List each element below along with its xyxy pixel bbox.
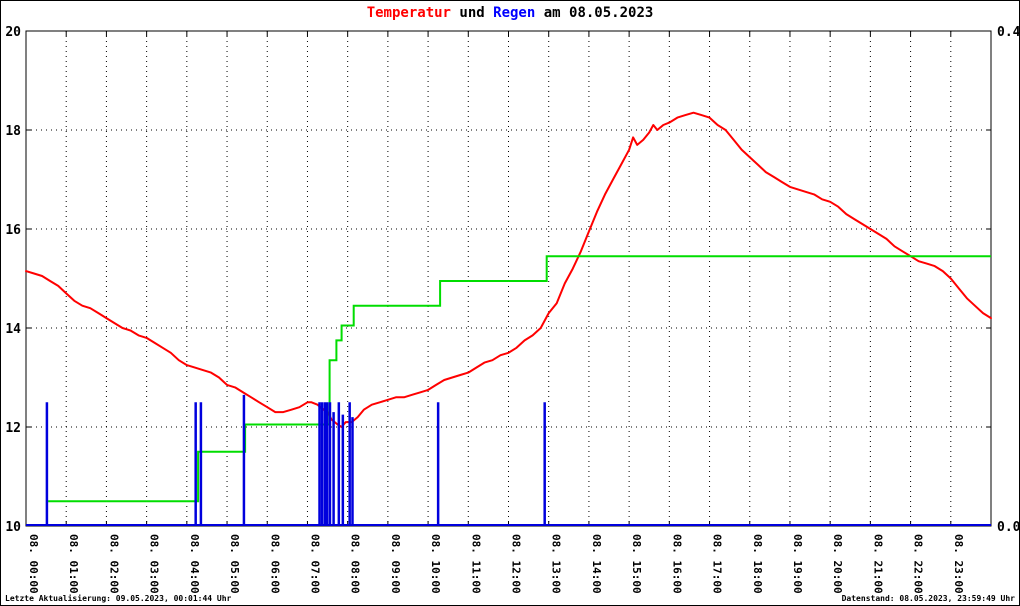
- chart-title-temperature: Temperatur: [366, 5, 451, 21]
- x-axis-label: 08. 10:00: [429, 534, 442, 594]
- x-axis-label: 08. 21:00: [871, 534, 884, 594]
- y-axis-label-left: 16: [5, 223, 21, 238]
- y-axis-label-left: 20: [5, 25, 21, 40]
- chart-title-connector: und: [450, 5, 494, 21]
- x-axis-label: 08. 23:00: [952, 534, 965, 594]
- footer-last-update: Letzte Aktualisierung: 09.05.2023, 00:01…: [5, 594, 232, 603]
- x-axis-label: 08. 12:00: [510, 534, 523, 594]
- x-axis-label: 08. 19:00: [791, 534, 804, 594]
- x-axis-label: 08. 03:00: [148, 534, 161, 594]
- y-axis-label-right: 0.4: [997, 25, 1020, 40]
- x-axis-label: 08. 07:00: [308, 534, 321, 594]
- x-axis-label: 08. 01:00: [67, 534, 80, 594]
- chart-title-date: am 08.05.2023: [535, 5, 654, 21]
- y-axis-label-left: 10: [5, 520, 21, 535]
- x-axis-label: 08. 04:00: [188, 534, 201, 594]
- temperature-line: [25, 111, 992, 428]
- y-axis-label-right: 0.0: [997, 520, 1020, 535]
- chart-title: Temperatur und Regen am 08.05.2023: [1, 5, 1019, 21]
- x-axis-label: 08. 09:00: [389, 534, 402, 594]
- x-axis-label: 08. 02:00: [107, 534, 120, 594]
- chart-title-rain: Regen: [493, 5, 536, 21]
- x-axis-label: 08. 16:00: [670, 534, 683, 594]
- x-axis-label: 08. 05:00: [228, 534, 241, 594]
- x-axis-label: 08. 13:00: [550, 534, 563, 594]
- y-axis-label-left: 18: [5, 124, 21, 139]
- y-axis-label-left: 12: [5, 421, 21, 436]
- x-axis-label: 08. 06:00: [268, 534, 281, 594]
- x-axis-label: 08. 11:00: [469, 534, 482, 594]
- x-axis-label: 08. 20:00: [831, 534, 844, 594]
- x-axis-label: 08. 14:00: [590, 534, 603, 594]
- x-axis-label: 08. 15:00: [630, 534, 643, 594]
- footer-data-timestamp: Datenstand: 08.05.2023, 23:59:49 Uhr: [841, 594, 1015, 603]
- x-axis-label: 08. 00:00: [27, 534, 40, 594]
- x-axis-label: 08. 18:00: [751, 534, 764, 594]
- y-axis-label-left: 14: [5, 322, 21, 337]
- x-axis-label: 08. 08:00: [349, 534, 362, 594]
- x-axis-label: 08. 22:00: [912, 534, 925, 594]
- cumulative-rain-line: [48, 255, 991, 503]
- x-axis-label: 08. 17:00: [711, 534, 724, 594]
